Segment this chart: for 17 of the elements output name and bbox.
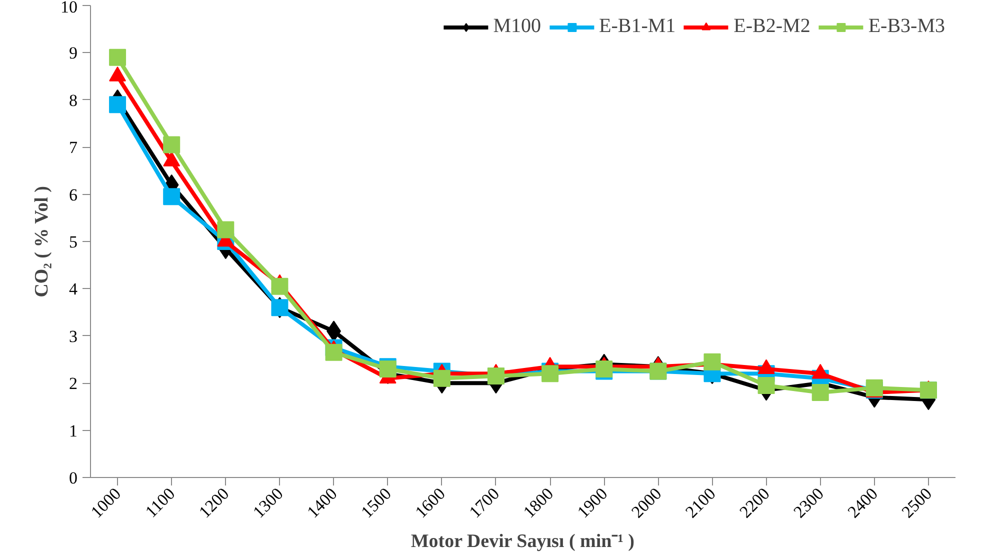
y-axis-title: CO₂ ( % Vol ) <box>32 186 52 298</box>
y-tick-label: 9 <box>69 44 78 63</box>
legend-label: E-B3-M3 <box>868 15 945 38</box>
legend-label: E-B2-M2 <box>734 15 810 38</box>
y-tick-label: 5 <box>69 232 78 252</box>
y-tick-label: 2 <box>69 374 78 394</box>
y-tick-label: 1 <box>69 421 78 440</box>
y-tick-label: 4 <box>69 280 78 299</box>
y-tick-label: 6 <box>69 185 78 204</box>
y-tick-label: 10 <box>60 0 78 16</box>
y-tick-label: 0 <box>69 468 78 488</box>
x-axis-title: Motor Devir Sayısı ( min⁻¹ ) <box>410 531 634 552</box>
y-tick-label: 3 <box>69 326 78 346</box>
y-tick-label: 8 <box>69 90 78 110</box>
legend-label: M100 <box>493 15 541 38</box>
legend-label: E-B1-M1 <box>598 15 676 38</box>
y-tick-label: 7 <box>69 138 78 158</box>
